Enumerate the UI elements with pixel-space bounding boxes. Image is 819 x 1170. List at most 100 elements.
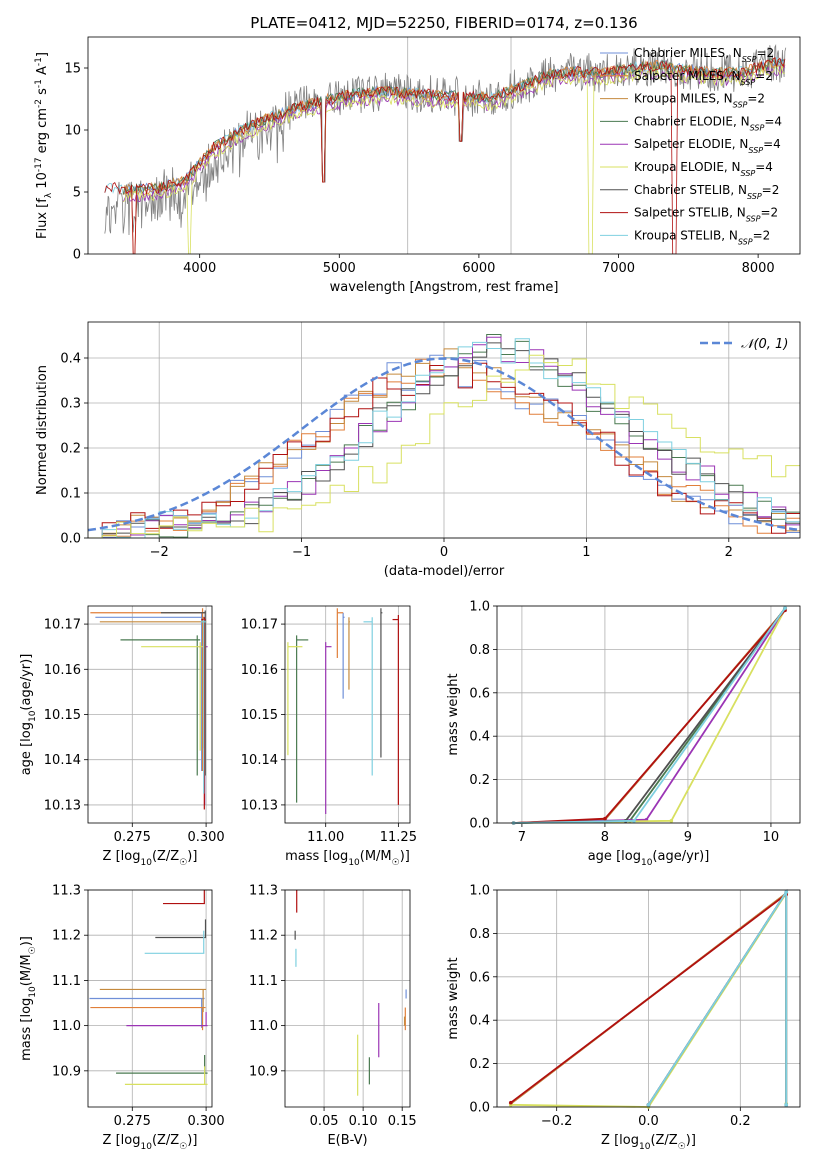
weight-point-8 (784, 1103, 789, 1107)
y-tick-label: 11.1 (52, 974, 81, 989)
y-tick-label: 15 (64, 62, 81, 77)
x-tick-label: 0.275 (114, 1114, 151, 1129)
x-axis-label: mass [log10(M/M☉)] (285, 849, 410, 868)
x-axis-label: E(B-V) (327, 1133, 367, 1148)
y-tick-label: 0.0 (469, 1101, 490, 1116)
y-tick-label: 10.16 (241, 663, 278, 678)
residuals-panel: −2 −1 0 1 2 0.0 0.1 0.2 0.3 0.4 (data-model)/error… (35, 321, 801, 579)
y-tick-label: 10.13 (241, 798, 278, 813)
weight-point-8 (783, 606, 787, 610)
x-tick-label: 9 (684, 830, 692, 845)
y-tick-label: 11.3 (249, 884, 278, 899)
legend-label-5: Kroupa ELODIE, NSSP=4 (634, 160, 773, 178)
legend-label-8: Kroupa STELIB, NSSP=2 (634, 228, 770, 246)
x-tick-label: 11.00 (307, 830, 344, 845)
legend-label-7: Salpeter STELIB, NSSP=2 (634, 206, 778, 224)
axes-frame (87, 321, 801, 539)
weight-line-8 (513, 607, 786, 824)
legend-label-6: Chabrier STELIB, NSSP=2 (634, 183, 779, 201)
y-tick-label: 0.6 (469, 686, 490, 701)
weight-point-5 (669, 819, 674, 823)
weight-line-7 (513, 609, 786, 824)
x-tick-label: 4000 (183, 261, 216, 276)
y-tick-label: 0.2 (469, 1057, 490, 1072)
x-axis-label: Z [log10(Z/Z☉)] (103, 1133, 198, 1152)
weight-line-5 (513, 608, 786, 824)
y-tick-label: 11.0 (249, 1019, 278, 1034)
axes-frame (87, 36, 801, 255)
legend-label-1: Salpeter MILES, NSSP=2 (634, 69, 773, 87)
histograms (88, 334, 800, 538)
x-tick-label: 0.05 (310, 1114, 339, 1129)
y-tick-label: 0.3 (60, 397, 81, 412)
weight-vs-Z-panel: −0.2 0.0 0.2 0.0 0.2 0.4 0.6 0.8 1.0 Z [log10(Z/Z… (446, 884, 801, 1152)
histogram-5 (88, 354, 800, 538)
axes-frame (496, 889, 801, 1108)
x-tick-label: 0 (440, 545, 448, 560)
weight-line-0 (513, 608, 786, 824)
x-tick-label: 7 (518, 830, 526, 845)
spectrum-panel: 4000 5000 6000 7000 8000 0 5 10 15 wavelength [An… (34, 36, 801, 295)
x-tick-label: 2 (725, 545, 733, 560)
mass-vs-Z-points (89, 890, 208, 1085)
x-tick-label: 8 (601, 830, 609, 845)
x-axis-label: age [log10(age/yr)] (588, 849, 710, 868)
y-tick-label: 10.9 (52, 1064, 81, 1079)
y-tick-label: 0 (73, 248, 81, 263)
x-tick-label: 0.275 (114, 830, 151, 845)
y-tick-label: 10.15 (44, 708, 81, 723)
spectrum-lines (104, 37, 787, 254)
weight-vs-Z-lines (508, 889, 789, 1109)
x-tick-label: 0.10 (349, 1114, 378, 1129)
y-tick-label: 10.16 (44, 663, 81, 678)
y-tick-label: 5 (73, 186, 81, 201)
axes-frame (87, 605, 213, 824)
y-tick-label: 0.4 (60, 352, 81, 367)
axes-frame (284, 889, 411, 1108)
legend-label-normal: 𝒩(0, 1) (741, 337, 788, 352)
y-tick-label: 0.2 (469, 773, 490, 788)
y-tick-label: 0.6 (469, 970, 490, 985)
y-axis-label: age [log10(age/yr)] (19, 654, 38, 776)
y-tick-label: 0.2 (60, 442, 81, 457)
x-axis-label: wavelength [Angstrom, rest frame] (330, 280, 559, 295)
normal-curve (88, 357, 800, 532)
x-tick-label: 0.300 (187, 830, 224, 845)
y-tick-label: 0.0 (469, 817, 490, 832)
weight-line-4 (513, 608, 786, 824)
weight-line-6 (513, 607, 786, 824)
age-vs-Z-panel: 0.275 0.300 10.13 10.14 10.15 10.16 10.17 Z [lo… (19, 605, 225, 868)
axes-frame (496, 605, 801, 824)
weight-vs-age-panel: 7 8 9 10 0.0 0.2 0.4 0.6 0.8 1.0 age [log10(age/yr… (446, 600, 801, 868)
mass-vs-EBV-points (294, 890, 407, 1096)
weight-point-8 (646, 1103, 651, 1107)
y-tick-label: 0.0 (60, 532, 81, 547)
y-axis-label: Flux [fλ 10-17 erg cm-2 s-1 A-1] (34, 52, 54, 239)
x-tick-label: 1 (582, 545, 590, 560)
weight-line-8 (647, 889, 788, 1106)
spectrum-line-5 (122, 64, 785, 254)
x-axis-label: (data-model)/error (384, 564, 505, 579)
spectrum-line-4 (122, 65, 786, 203)
age-vs-mass-panel: 11.00 11.25 10.13 10.14 10.15 10.16 10.17 mass … (241, 605, 417, 868)
weight-vs-age-lines (511, 606, 787, 825)
y-axis-label: mass weight (446, 673, 461, 755)
weight-point-7 (508, 1100, 513, 1105)
y-tick-label: 0.4 (469, 1014, 490, 1029)
spectrum-line-7 (104, 57, 786, 254)
weight-point-8 (632, 819, 636, 823)
x-tick-label: 0.15 (388, 1114, 417, 1129)
y-tick-label: 10.17 (44, 618, 81, 633)
y-tick-label: 10 (64, 124, 81, 139)
x-tick-label: 8000 (742, 261, 775, 276)
y-tick-label: 1.0 (469, 600, 490, 615)
y-tick-label: 10.13 (44, 798, 81, 813)
x-axis-label: Z [log10(Z/Z☉)] (601, 1133, 696, 1152)
axes-frame (87, 889, 213, 1108)
legend-label-0: Chabrier MILES, NSSP=2 (634, 46, 774, 64)
y-tick-label: 1.0 (469, 884, 490, 899)
y-tick-label: 0.8 (469, 643, 490, 658)
histogram-6 (88, 342, 800, 538)
x-axis-label: Z [log10(Z/Z☉)] (103, 849, 198, 868)
y-tick-label: 10.14 (241, 753, 278, 768)
